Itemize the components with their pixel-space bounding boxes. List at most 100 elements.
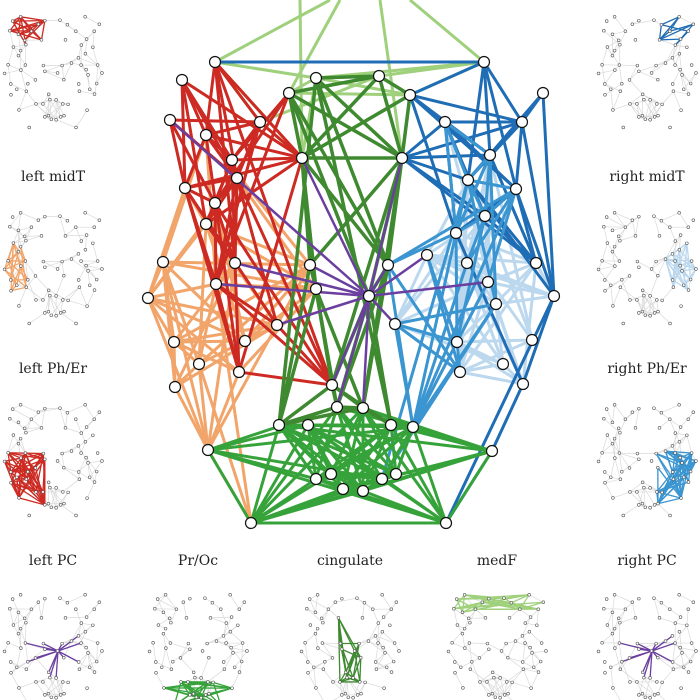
- mini-edge: [18, 23, 39, 35]
- edge: [361, 423, 393, 493]
- mini-node: [611, 304, 615, 308]
- mini-edge: [456, 598, 464, 613]
- mini-node: [603, 660, 607, 664]
- mini-edge: [454, 672, 464, 689]
- mini-node: [397, 649, 401, 653]
- mini-edge: [60, 312, 77, 324]
- mini-node: [10, 407, 15, 411]
- mini-node: [43, 503, 47, 507]
- mini-edge: [67, 404, 86, 414]
- edge: [214, 120, 262, 286]
- mini-node: [617, 63, 622, 67]
- mini-edge: [40, 20, 46, 40]
- mini-node: [637, 457, 641, 461]
- mini-edge: [669, 30, 681, 40]
- mini-edge: [638, 70, 658, 81]
- mini-node: [97, 22, 102, 26]
- mini-node: [530, 651, 534, 655]
- mini-node: [9, 93, 13, 97]
- mini-edge: [85, 265, 97, 280]
- mini-node: [76, 56, 81, 60]
- mini-node: [211, 680, 215, 685]
- brain-node: [536, 86, 550, 100]
- mini-node: [605, 623, 610, 627]
- mini-edge: [87, 74, 91, 90]
- edge: [494, 294, 556, 306]
- mini-edge: [181, 694, 191, 700]
- mini-node: [66, 298, 70, 303]
- mini-edge: [7, 452, 29, 473]
- mini-cingulate: [299, 593, 401, 700]
- mini-edge: [61, 261, 65, 276]
- mini-edge: [672, 69, 681, 85]
- mini-node: [659, 219, 664, 223]
- mini-left-midT: [2, 211, 104, 326]
- mini-edge: [339, 671, 347, 683]
- mini-edge: [75, 227, 82, 242]
- mini-edge: [601, 443, 613, 454]
- mini-node: [18, 244, 23, 249]
- mini-edge: [614, 647, 621, 670]
- mini-node: [635, 490, 639, 494]
- mini-node: [376, 641, 380, 645]
- mini-edge: [18, 226, 32, 231]
- brain-node: [450, 335, 464, 349]
- mini-edge: [20, 69, 27, 92]
- mini-edge: [301, 651, 315, 668]
- mini-node: [648, 98, 652, 102]
- mini-node: [685, 433, 689, 437]
- mini-node: [685, 623, 689, 627]
- mini-node: [16, 249, 21, 254]
- brain-node: [232, 365, 246, 379]
- mini-edge: [643, 295, 659, 312]
- mini-edge: [673, 661, 691, 670]
- mini-edge: [382, 647, 394, 662]
- mini-edge: [67, 24, 77, 32]
- mini-node: [85, 108, 89, 112]
- mini-node: [678, 67, 682, 72]
- edge: [298, 0, 304, 159]
- edge: [204, 120, 262, 137]
- mini-node: [673, 63, 677, 67]
- mini-edge: [612, 251, 620, 262]
- edge: [275, 323, 334, 387]
- brain-node: [403, 88, 417, 102]
- mini-edge: [322, 609, 329, 623]
- edge: [213, 60, 304, 160]
- mini-node: [528, 615, 533, 619]
- mini-node: [61, 490, 65, 494]
- mini-edge: [519, 601, 544, 610]
- mini-edge: [603, 226, 608, 244]
- mini-node: [46, 113, 51, 118]
- mini-edge: [619, 452, 630, 469]
- mini-node: [670, 444, 675, 448]
- mini-node: [656, 273, 660, 278]
- mini-node: [24, 42, 28, 47]
- mini-edge: [48, 103, 64, 116]
- mini-node: [58, 214, 62, 218]
- mini-node: [91, 45, 95, 49]
- mini-node: [43, 457, 47, 461]
- mini-edge: [460, 657, 480, 668]
- mini-edge: [65, 234, 87, 237]
- mini-node: [24, 620, 28, 625]
- mini-edge: [25, 427, 42, 433]
- brain-node: [478, 209, 492, 223]
- mini-edge: [10, 458, 46, 473]
- mini-node: [74, 225, 78, 229]
- mini-node: [617, 641, 622, 645]
- mini-node: [100, 459, 104, 463]
- mini-edge: [96, 72, 103, 84]
- mini-edge: [67, 594, 86, 604]
- mini-node: [6, 641, 10, 645]
- mini-node: [621, 513, 625, 518]
- mini-node: [505, 680, 509, 684]
- mini-edge: [657, 478, 674, 505]
- mini-node: [55, 649, 60, 653]
- mini-node: [62, 501, 66, 506]
- brain-node: [439, 516, 453, 530]
- mini-edge: [234, 650, 248, 668]
- mini-node: [694, 649, 698, 653]
- mini-node: [642, 97, 646, 102]
- mini-edge: [672, 234, 681, 254]
